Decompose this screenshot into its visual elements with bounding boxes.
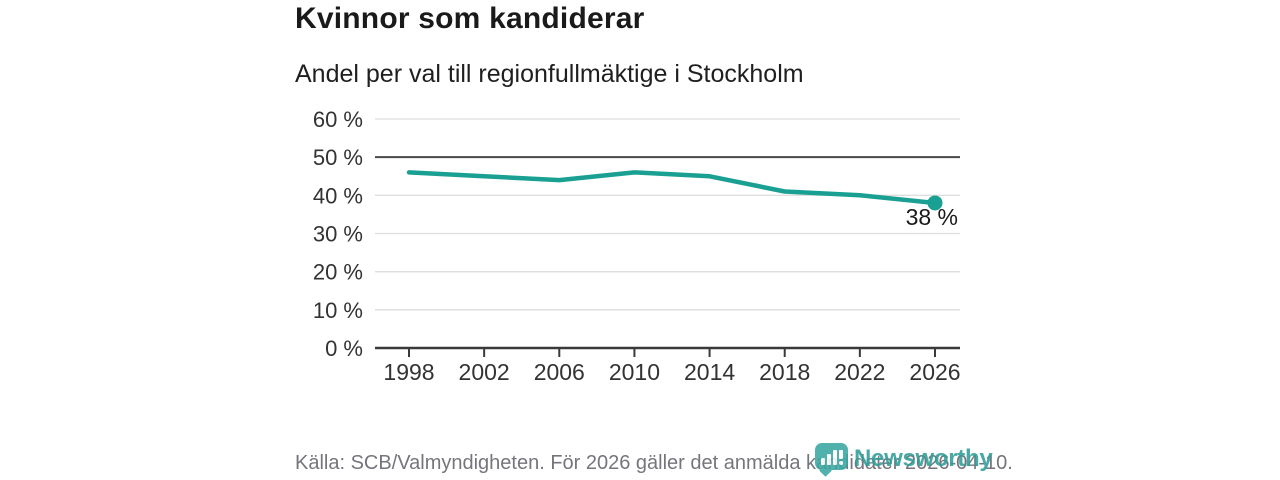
x-tick-label: 2002 — [459, 359, 510, 385]
logo-bar-small — [820, 458, 825, 465]
y-tick-label: 50 % — [313, 145, 363, 170]
x-tick-label: 2026 — [909, 359, 960, 385]
newsworthy-logo-text: Newsworthy — [854, 445, 993, 472]
y-tick-label: 30 % — [313, 222, 363, 247]
data-line — [406, 170, 938, 206]
y-tick-label: 10 % — [313, 298, 363, 323]
x-tick-label: 2010 — [609, 359, 660, 385]
x-tick-label: 2014 — [684, 359, 735, 385]
x-tick-label: 2018 — [759, 359, 810, 385]
speech-bubble-bar-chart-icon — [815, 443, 848, 470]
x-tick-label: 2006 — [534, 359, 585, 385]
x-tick-label: 1998 — [383, 359, 434, 385]
logo-exclamation — [838, 450, 843, 465]
endpoint-marker — [927, 195, 943, 211]
logo-bar-medium — [826, 454, 831, 465]
x-tick-label: 2022 — [834, 359, 885, 385]
y-tick-label: 20 % — [313, 260, 363, 285]
logo-bar-tall — [832, 450, 837, 465]
chart-subtitle: Andel per val till regionfullmäktige i S… — [295, 60, 804, 88]
y-tick-label: 60 % — [313, 107, 363, 132]
y-tick-label: 0 % — [325, 336, 363, 361]
newsworthy-logo[interactable]: Newsworthy — [815, 443, 993, 475]
y-tick-label: 40 % — [313, 183, 363, 208]
endpoint-value-label: 38 % — [906, 204, 958, 230]
chart-title: Kvinnor som kandiderar — [295, 2, 645, 35]
